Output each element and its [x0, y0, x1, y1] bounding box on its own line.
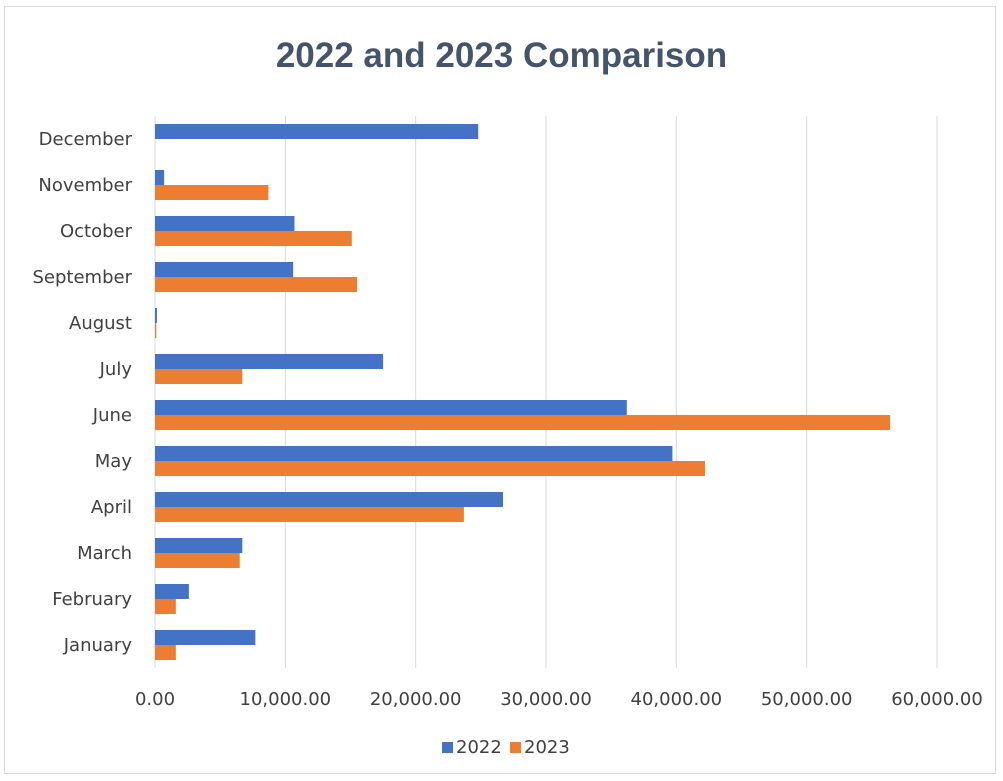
- category-label-april: April: [91, 497, 132, 518]
- bar-2023-october: [155, 231, 352, 246]
- x-tick-labels: 0.00 10,000.00 20,000.00 30,000.00 40,000.00…: [135, 689, 983, 710]
- legend-swatch-2022: [442, 742, 453, 753]
- legend-label-2022: 2022: [456, 737, 502, 758]
- category-label-january: January: [63, 635, 133, 656]
- bar-2023-april: [155, 507, 464, 522]
- chart-title: 2022 and 2023 Comparison: [275, 36, 728, 75]
- gridlines: [154, 116, 938, 668]
- category-label-september: September: [33, 267, 133, 288]
- x-tick-label: 40,000.00: [631, 689, 723, 710]
- category-label-february: February: [52, 589, 132, 610]
- bar-2022-march: [155, 538, 243, 553]
- bar-2022-february: [155, 584, 189, 599]
- x-tick-label: 0.00: [135, 689, 175, 710]
- legend-swatch-2023: [510, 742, 521, 753]
- bar-2022-july: [155, 354, 384, 369]
- bar-2023-january: [155, 645, 176, 660]
- category-labels: January February March April May June July Augu…: [33, 129, 133, 656]
- bar-2022-august: [155, 308, 157, 323]
- category-label-december: December: [39, 129, 133, 150]
- x-tick-label: 30,000.00: [500, 689, 592, 710]
- bar-2023-may: [155, 461, 706, 476]
- bar-2023-september: [155, 277, 358, 292]
- bar-2023-march: [155, 553, 240, 568]
- x-tick-label: 60,000.00: [891, 689, 983, 710]
- x-tick-label: 10,000.00: [240, 689, 332, 710]
- category-label-may: May: [95, 451, 133, 472]
- bars: [155, 124, 891, 660]
- legend: 2022 2023: [442, 737, 570, 758]
- bar-2023-july: [155, 369, 243, 384]
- bar-2022-may: [155, 446, 673, 461]
- category-label-march: March: [77, 543, 132, 564]
- bar-2022-april: [155, 492, 503, 507]
- bar-2023-august: [155, 323, 157, 338]
- legend-label-2023: 2023: [524, 737, 570, 758]
- category-label-october: October: [60, 221, 133, 242]
- category-label-june: June: [92, 405, 132, 426]
- bar-2023-february: [155, 599, 176, 614]
- category-label-august: August: [69, 313, 132, 334]
- category-label-july: July: [99, 359, 133, 380]
- category-label-november: November: [38, 175, 132, 196]
- bar-2022-december: [155, 124, 479, 139]
- bar-2023-november: [155, 185, 269, 200]
- bar-2022-november: [155, 170, 165, 185]
- bar-2022-june: [155, 400, 627, 415]
- x-tick-label: 20,000.00: [370, 689, 462, 710]
- bar-2023-june: [155, 415, 891, 430]
- bar-2022-september: [155, 262, 294, 277]
- bar-2022-january: [155, 630, 256, 645]
- bar-2022-october: [155, 216, 295, 231]
- x-tick-label: 50,000.00: [761, 689, 853, 710]
